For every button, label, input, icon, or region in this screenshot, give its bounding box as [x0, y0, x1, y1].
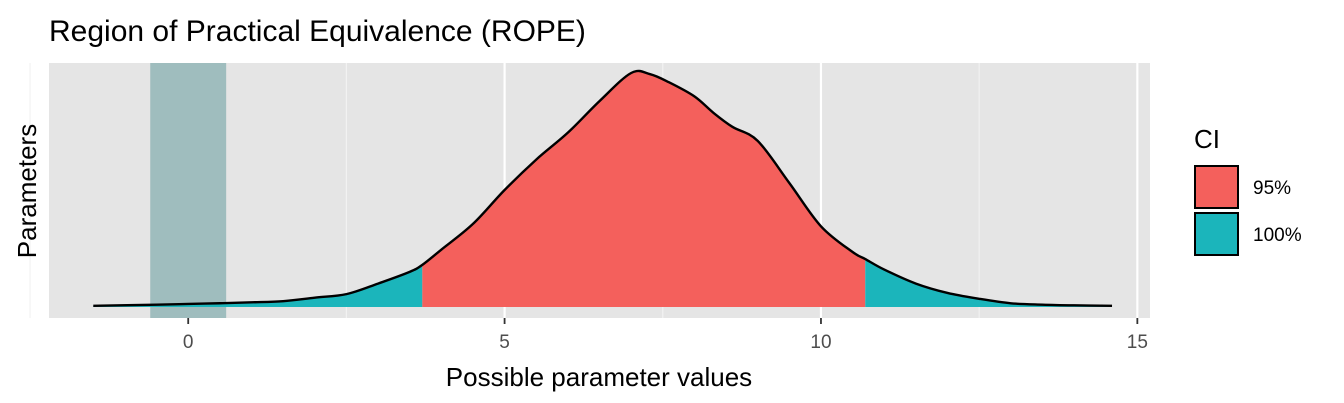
- legend-key-95: [1194, 165, 1239, 209]
- legend-label-95: 95%: [1253, 178, 1291, 199]
- x-tick-label: 5: [499, 332, 510, 353]
- ci-100-left-tail-area: [93, 264, 423, 307]
- density-curve: [93, 69, 1113, 308]
- legend-title: CI: [1194, 124, 1220, 154]
- legend-label-100: 100%: [1253, 225, 1302, 246]
- ci-95-area: [422, 70, 866, 308]
- y-axis-title: Parameters: [12, 124, 42, 258]
- x-axis-title: Possible parameter values: [446, 362, 752, 392]
- ci-100-right-tail-area: [865, 259, 1113, 307]
- x-axis-ticks: 0 5 10 15: [183, 318, 1148, 353]
- legend-key-100: [1194, 212, 1239, 256]
- x-tick-label: 0: [183, 332, 194, 353]
- chart-title: Region of Practical Equivalence (ROPE): [49, 15, 586, 48]
- x-tick-label: 15: [1127, 332, 1148, 353]
- legend: CI 95% 100%: [1194, 124, 1302, 256]
- x-tick-label: 10: [810, 332, 831, 353]
- rope-band: [150, 63, 227, 318]
